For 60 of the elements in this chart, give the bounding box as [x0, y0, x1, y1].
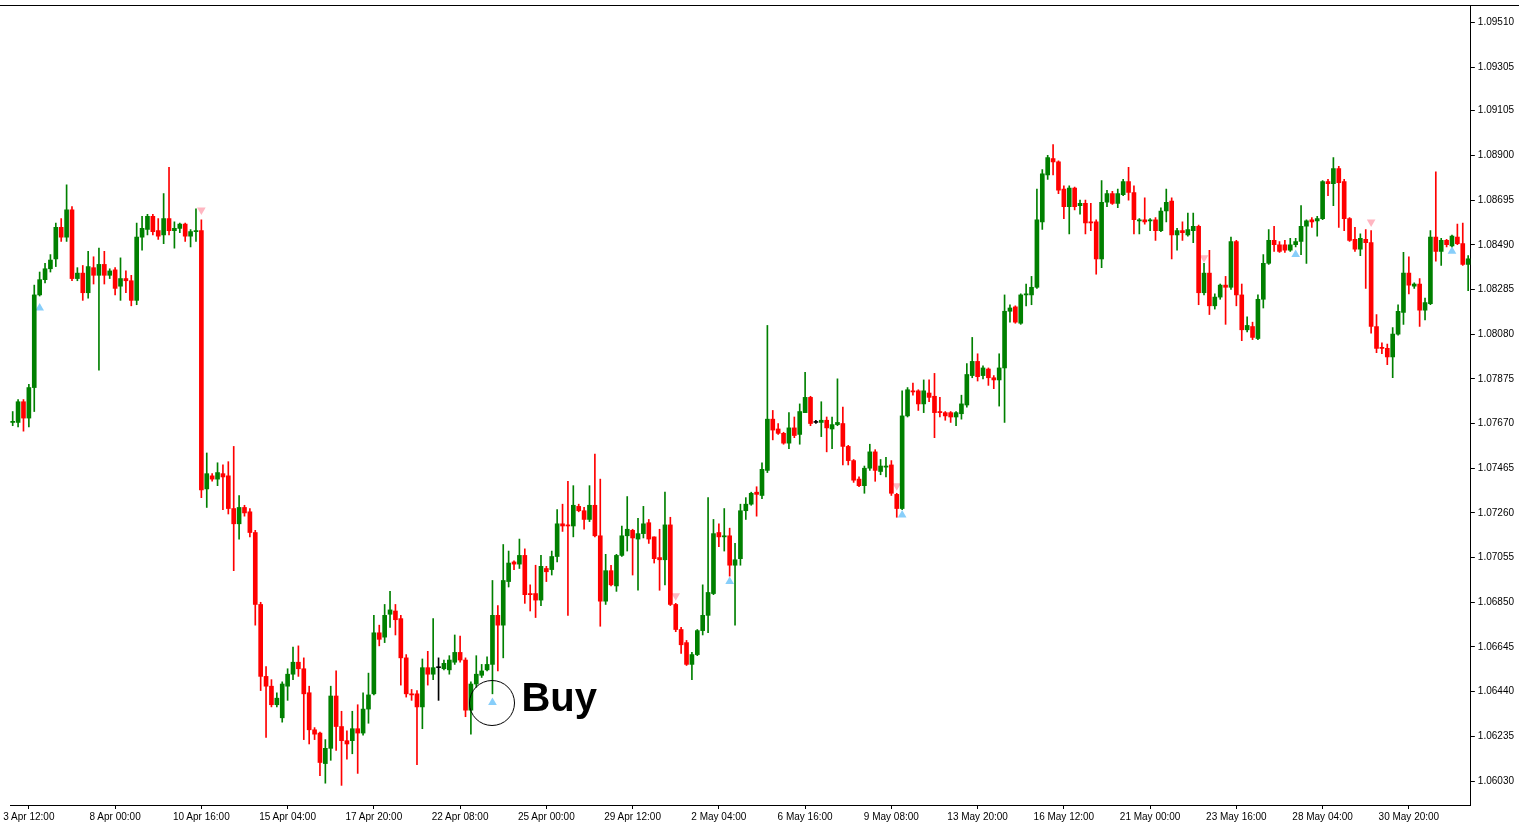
candlestick — [430, 618, 436, 680]
x-tick-label: 10 Apr 16:00 — [173, 810, 231, 822]
y-tick-label: 1.09510 — [1477, 16, 1515, 28]
x-tick-label: 13 May 20:00 — [947, 810, 1009, 822]
y-tick-label: 1.06440 — [1477, 685, 1515, 697]
x-tick-label: 29 Apr 12:00 — [604, 810, 662, 822]
x-tick-label: 23 May 16:00 — [1206, 810, 1268, 822]
point — [197, 207, 206, 215]
y-tick-label: 1.08695 — [1477, 193, 1515, 205]
point — [897, 510, 907, 518]
candlestick — [818, 401, 824, 437]
candlestick — [155, 218, 161, 240]
x-tick-label: 28 May 04:00 — [1292, 810, 1354, 822]
point — [488, 697, 497, 706]
y-tick-label: 1.08080 — [1477, 327, 1515, 339]
point — [725, 576, 734, 585]
annotation: Buy — [521, 674, 598, 719]
x-tick-label: 8 Apr 00:00 — [89, 810, 142, 822]
point — [1447, 246, 1457, 254]
y-tick-label: 1.08900 — [1477, 149, 1515, 161]
candlestick — [355, 704, 361, 774]
x-tick-label: 17 Apr 20:00 — [345, 810, 403, 822]
x-tick-label: 21 May 00:00 — [1119, 810, 1181, 822]
y-tick-label: 1.06030 — [1477, 774, 1515, 786]
candlestick — [1147, 218, 1153, 231]
y-tick-label: 1.07670 — [1477, 417, 1515, 429]
x-tick-label: 2 May 04:00 — [691, 810, 747, 822]
y-tick-label: 1.07260 — [1477, 506, 1515, 518]
candlestick — [1325, 179, 1331, 197]
x-tick-label: 16 May 12:00 — [1033, 810, 1095, 822]
y-tick-label: 1.09105 — [1477, 104, 1515, 116]
y-tick-label: 1.06645 — [1477, 640, 1515, 652]
x-tick-label: 30 May 20:00 — [1378, 810, 1440, 822]
candlestick — [1433, 171, 1439, 262]
y-tick-label: 1.07875 — [1477, 372, 1515, 384]
y-tick-label: 1.07465 — [1477, 461, 1515, 473]
candlestick — [1142, 197, 1148, 225]
x-tick-label: 6 May 16:00 — [777, 810, 834, 822]
point — [1291, 249, 1300, 258]
candlestick — [996, 353, 1002, 407]
point — [1366, 219, 1376, 227]
y-tick-label: 1.06235 — [1477, 730, 1515, 742]
x-tick-label: 9 May 08:00 — [863, 810, 920, 822]
candlestick — [1309, 217, 1315, 228]
candlestick — [425, 650, 431, 686]
y-tick-label: 1.08490 — [1477, 238, 1515, 250]
y-tick-label: 1.06850 — [1477, 596, 1515, 608]
candlestick — [824, 416, 830, 453]
candlestick — [624, 496, 630, 552]
candlestick — [1190, 212, 1196, 243]
candlestick — [1077, 199, 1083, 215]
x-tick-label: 3 Apr 12:00 — [3, 810, 55, 822]
x-tick-label: 22 Apr 08:00 — [431, 810, 489, 822]
candlestick — [721, 508, 727, 552]
y-tick-label: 1.09305 — [1477, 60, 1515, 72]
x-tick-label: 25 Apr 00:00 — [518, 810, 576, 822]
y-tick-label: 1.08285 — [1477, 283, 1515, 295]
candlestick — [732, 543, 738, 626]
y-tick-label: 1.07055 — [1477, 551, 1515, 563]
x-tick-label: 15 Apr 04:00 — [259, 810, 317, 822]
